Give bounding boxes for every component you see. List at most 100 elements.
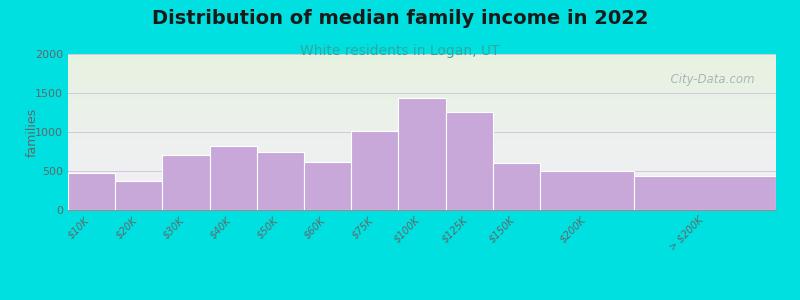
Bar	[68, 107, 776, 108]
Bar	[68, 78, 776, 79]
Bar	[68, 85, 776, 86]
Bar	[68, 79, 776, 80]
Bar	[68, 56, 776, 57]
Bar	[68, 206, 776, 207]
Bar	[68, 160, 776, 161]
Bar	[68, 89, 776, 90]
Bar	[68, 131, 776, 132]
Bar	[68, 120, 776, 121]
Bar	[68, 203, 776, 204]
Bar	[68, 169, 776, 170]
Bar	[68, 175, 776, 176]
Bar	[540, 171, 634, 210]
Bar	[68, 57, 776, 58]
Bar	[68, 100, 776, 101]
Bar	[68, 62, 776, 63]
Bar	[68, 73, 776, 74]
Bar	[68, 63, 776, 64]
Bar	[68, 208, 776, 209]
Bar	[68, 182, 776, 183]
Bar	[68, 176, 776, 177]
Bar	[68, 207, 776, 208]
Bar	[68, 148, 776, 149]
Bar	[68, 144, 776, 145]
Bar	[68, 83, 776, 84]
Bar	[68, 113, 776, 114]
Bar	[68, 122, 776, 123]
Bar	[68, 137, 776, 138]
Bar	[68, 150, 776, 151]
Bar	[68, 108, 776, 109]
Bar	[68, 121, 776, 122]
Bar	[68, 147, 776, 148]
Bar	[68, 197, 776, 198]
Bar	[68, 69, 776, 70]
Bar	[68, 152, 776, 153]
Bar	[257, 152, 304, 210]
Bar	[68, 114, 776, 115]
Bar	[68, 101, 776, 102]
Bar	[68, 104, 776, 105]
Bar	[68, 161, 776, 162]
Bar	[68, 177, 776, 178]
Bar	[68, 55, 776, 56]
Bar	[68, 172, 776, 173]
Bar	[68, 192, 776, 193]
Bar	[68, 151, 776, 152]
Bar	[68, 68, 776, 69]
Bar	[446, 112, 493, 210]
Bar	[68, 141, 776, 142]
Bar	[68, 159, 776, 160]
Bar	[68, 87, 776, 88]
Bar	[68, 139, 776, 140]
Bar	[68, 184, 776, 185]
Bar	[68, 124, 776, 125]
Bar	[68, 154, 776, 155]
Bar	[68, 165, 776, 166]
Bar	[68, 198, 776, 199]
Bar	[68, 196, 776, 197]
Bar	[68, 145, 776, 146]
Bar	[68, 61, 776, 62]
Text: Distribution of median family income in 2022: Distribution of median family income in …	[152, 9, 648, 28]
Bar	[68, 181, 776, 182]
Bar	[68, 110, 776, 111]
Bar	[68, 168, 776, 169]
Text: City-Data.com: City-Data.com	[663, 73, 754, 86]
Bar	[304, 162, 351, 210]
Bar	[68, 171, 776, 172]
Bar	[68, 117, 776, 118]
Bar	[68, 135, 776, 136]
Bar	[68, 133, 776, 134]
Bar	[68, 112, 776, 113]
Bar	[68, 105, 776, 106]
Bar	[398, 98, 446, 210]
Bar	[68, 191, 776, 192]
Bar	[68, 185, 776, 186]
Bar	[68, 194, 776, 195]
Bar	[68, 157, 776, 158]
Bar	[68, 111, 776, 112]
Bar	[68, 188, 776, 189]
Bar	[68, 173, 115, 210]
Bar	[68, 97, 776, 98]
Bar	[68, 199, 776, 200]
Bar	[68, 96, 776, 97]
Bar	[68, 201, 776, 202]
Bar	[68, 99, 776, 100]
Bar	[162, 155, 210, 210]
Bar	[68, 80, 776, 81]
Bar	[68, 102, 776, 103]
Bar	[68, 170, 776, 171]
Bar	[68, 123, 776, 124]
Bar	[68, 156, 776, 157]
Bar	[68, 195, 776, 196]
Bar	[68, 71, 776, 72]
Bar	[68, 92, 776, 93]
Bar	[68, 173, 776, 174]
Bar	[68, 129, 776, 130]
Bar	[68, 142, 776, 143]
Bar	[634, 176, 776, 210]
Bar	[68, 125, 776, 126]
Bar	[68, 103, 776, 104]
